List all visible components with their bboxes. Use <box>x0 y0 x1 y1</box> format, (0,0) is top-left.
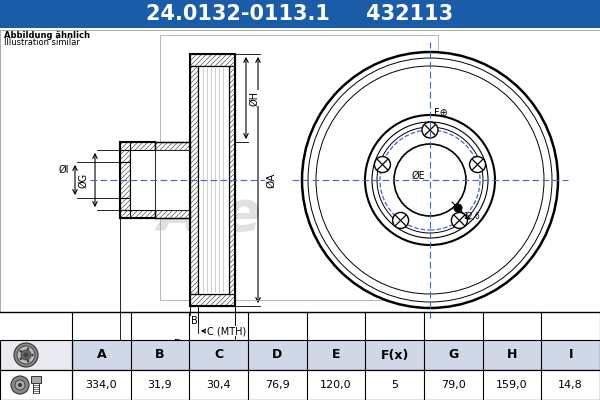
Circle shape <box>18 383 22 387</box>
Circle shape <box>308 58 552 302</box>
Text: D: D <box>272 348 283 362</box>
Bar <box>190 294 235 306</box>
Text: ØI: ØI <box>59 165 69 175</box>
Bar <box>155 150 190 210</box>
Bar <box>198 66 229 294</box>
Circle shape <box>365 115 495 245</box>
Text: ØE: ØE <box>411 171 425 181</box>
Text: 5: 5 <box>391 380 398 390</box>
Text: F(x): F(x) <box>380 348 409 362</box>
Text: 30,4: 30,4 <box>206 380 231 390</box>
Circle shape <box>17 346 35 364</box>
Circle shape <box>377 127 483 233</box>
Circle shape <box>394 144 466 216</box>
Circle shape <box>14 343 38 367</box>
Text: Illustration similar: Illustration similar <box>4 38 80 47</box>
Circle shape <box>31 354 34 356</box>
Circle shape <box>11 376 29 394</box>
Text: F⊕: F⊕ <box>434 108 448 118</box>
Circle shape <box>21 350 31 360</box>
Text: C (MTH): C (MTH) <box>207 326 246 336</box>
Bar <box>190 66 198 294</box>
Text: A: A <box>97 348 106 362</box>
Bar <box>130 150 155 210</box>
Circle shape <box>372 122 488 238</box>
Circle shape <box>20 358 22 360</box>
Text: E: E <box>332 348 340 362</box>
Text: Abbildung ähnlich: Abbildung ähnlich <box>4 31 90 40</box>
Bar <box>72 370 600 400</box>
Circle shape <box>20 350 22 352</box>
Bar <box>229 66 235 294</box>
Bar <box>120 210 155 218</box>
Text: Ate: Ate <box>158 188 262 242</box>
Bar <box>0 30 600 312</box>
Bar <box>190 54 235 66</box>
Bar <box>31 376 41 383</box>
Bar <box>120 150 130 210</box>
Circle shape <box>23 352 29 358</box>
Circle shape <box>422 122 438 138</box>
Text: 334,0: 334,0 <box>86 380 117 390</box>
Circle shape <box>15 380 25 390</box>
Text: 12,6: 12,6 <box>463 212 480 221</box>
Text: 79,0: 79,0 <box>441 380 466 390</box>
Bar <box>0 370 72 400</box>
Circle shape <box>470 156 485 172</box>
Text: D: D <box>173 339 181 349</box>
Text: G: G <box>448 348 458 362</box>
Text: H: H <box>507 348 517 362</box>
Text: 159,0: 159,0 <box>496 380 528 390</box>
Text: 31,9: 31,9 <box>148 380 172 390</box>
Circle shape <box>302 52 558 308</box>
Bar <box>155 142 190 150</box>
Text: C: C <box>214 348 223 362</box>
Text: I: I <box>568 348 573 362</box>
Circle shape <box>374 156 391 172</box>
Text: B: B <box>191 316 197 326</box>
Text: ØG: ØG <box>78 172 88 188</box>
Circle shape <box>392 212 409 228</box>
Circle shape <box>27 348 29 350</box>
Bar <box>120 142 155 150</box>
Text: 120,0: 120,0 <box>320 380 352 390</box>
Text: ØA: ØA <box>266 172 276 188</box>
Text: 76,9: 76,9 <box>265 380 290 390</box>
Bar <box>0 0 600 28</box>
Circle shape <box>454 204 462 212</box>
Circle shape <box>451 212 467 228</box>
Bar <box>160 35 438 300</box>
Text: B: B <box>155 348 165 362</box>
Text: ØH: ØH <box>249 90 259 106</box>
Text: 14,8: 14,8 <box>558 380 583 390</box>
Bar <box>0 340 72 370</box>
Bar <box>72 340 600 370</box>
Circle shape <box>316 66 544 294</box>
Bar <box>155 210 190 218</box>
Text: 24.0132-0113.1     432113: 24.0132-0113.1 432113 <box>146 4 454 24</box>
Circle shape <box>27 360 29 362</box>
